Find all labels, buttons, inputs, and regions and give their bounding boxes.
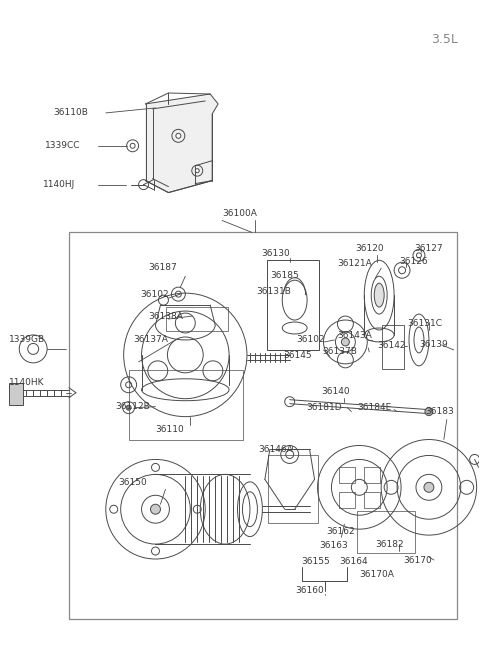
Text: 36150: 36150 — [119, 478, 147, 487]
Text: 36110B: 36110B — [53, 109, 88, 117]
Text: 1140HJ: 1140HJ — [43, 180, 75, 189]
Text: 36182: 36182 — [375, 540, 404, 549]
Text: 36185: 36185 — [270, 271, 299, 280]
Bar — [267, 260, 319, 350]
Circle shape — [417, 253, 421, 258]
Text: 3.5L: 3.5L — [431, 33, 458, 46]
Text: 1339CC: 1339CC — [45, 141, 81, 150]
Text: 36130: 36130 — [261, 249, 289, 258]
Text: 36102: 36102 — [141, 290, 169, 299]
Bar — [364, 466, 380, 483]
Bar — [339, 492, 355, 508]
Text: 36183: 36183 — [425, 407, 454, 416]
Text: 36131B: 36131B — [256, 287, 291, 295]
Text: 36137A: 36137A — [133, 335, 168, 345]
Circle shape — [126, 405, 131, 410]
Text: 36160: 36160 — [296, 586, 324, 595]
Circle shape — [151, 504, 160, 514]
Text: 36137B: 36137B — [323, 347, 358, 356]
Text: 36142: 36142 — [377, 341, 406, 350]
Text: 36140: 36140 — [322, 387, 350, 396]
Circle shape — [195, 169, 199, 173]
Text: 36155: 36155 — [301, 557, 330, 565]
Bar — [9, 383, 23, 405]
Text: 36187: 36187 — [148, 263, 177, 272]
Text: 36126: 36126 — [399, 257, 428, 266]
Bar — [167, 307, 228, 331]
Bar — [129, 370, 243, 440]
Text: 36131C: 36131C — [407, 318, 442, 328]
Text: 1140HK: 1140HK — [9, 379, 45, 387]
Text: 36143A: 36143A — [337, 331, 372, 341]
Bar — [357, 511, 415, 553]
Circle shape — [341, 338, 349, 346]
Text: 36145: 36145 — [284, 351, 312, 360]
Text: 36139: 36139 — [419, 341, 448, 349]
Text: 36100A: 36100A — [222, 209, 257, 218]
Bar — [382, 325, 404, 369]
Text: 36164: 36164 — [339, 557, 368, 565]
Text: 36121A: 36121A — [337, 259, 372, 268]
Circle shape — [425, 407, 433, 416]
Polygon shape — [145, 94, 218, 193]
Bar — [339, 466, 355, 483]
Text: 36127: 36127 — [414, 244, 443, 253]
Text: 1339GB: 1339GB — [9, 335, 46, 345]
Circle shape — [424, 482, 434, 493]
Text: 36110: 36110 — [156, 425, 184, 434]
Circle shape — [176, 134, 181, 138]
Text: 36138A: 36138A — [148, 312, 183, 320]
Text: 36163: 36163 — [320, 540, 348, 550]
Text: 36170: 36170 — [403, 555, 432, 565]
Bar — [364, 492, 380, 508]
Text: 36102: 36102 — [297, 335, 325, 345]
Text: 36120: 36120 — [355, 244, 384, 253]
Ellipse shape — [374, 283, 384, 307]
Bar — [69, 233, 457, 619]
Text: 36170A: 36170A — [360, 571, 394, 580]
Text: 36184E: 36184E — [357, 403, 392, 412]
Text: 36181D: 36181D — [307, 403, 342, 412]
Bar — [268, 455, 318, 523]
Text: 36146A: 36146A — [258, 445, 293, 454]
Text: 36112B: 36112B — [116, 402, 150, 411]
Text: 36162: 36162 — [326, 527, 355, 536]
